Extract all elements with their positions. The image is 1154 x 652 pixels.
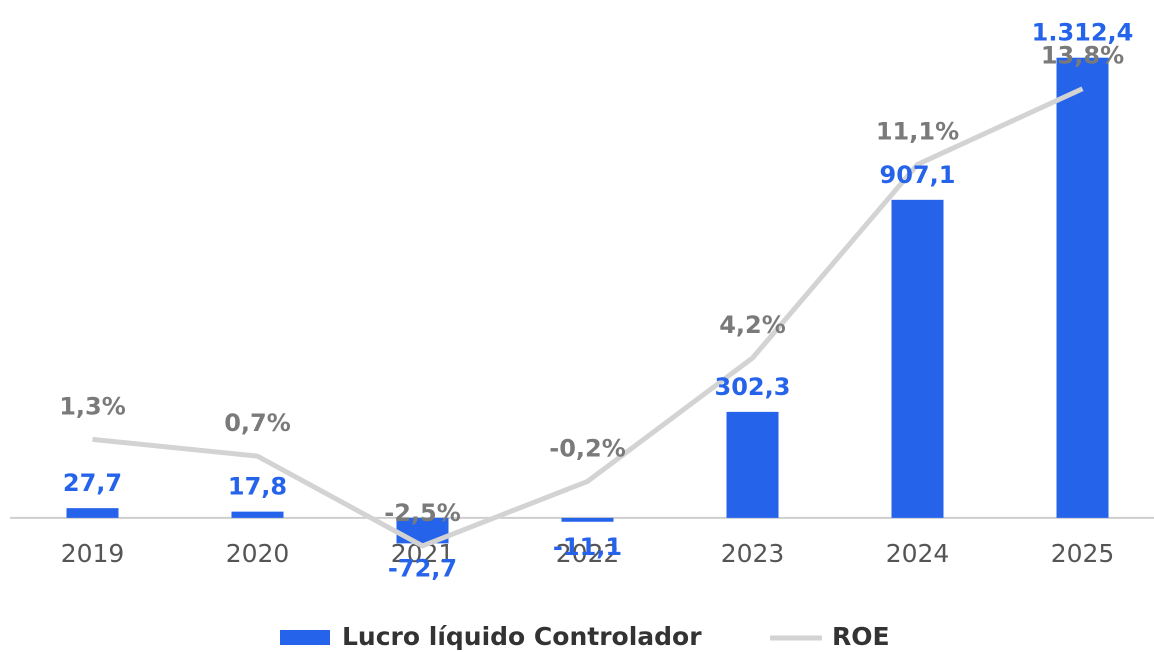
line-label: 1,3% [59,392,126,420]
x-tick-label: 2023 [721,539,785,568]
x-tick-label: 2019 [61,539,125,568]
x-tick-label: 2025 [1051,539,1115,568]
line-label: -2,5% [384,499,461,527]
x-tick-label: 2022 [556,539,620,568]
legend-swatch [280,630,330,645]
x-tick-label: 2024 [886,539,950,568]
bar [891,199,944,518]
bar [726,411,779,518]
bar [66,508,119,518]
line-label: 13,8% [1041,42,1124,70]
bar-label: -72,7 [388,554,457,582]
legend-label: ROE [832,622,890,651]
bar [231,511,284,518]
bar-label: -11,1 [553,533,622,561]
bar-label: 907,1 [880,161,956,189]
x-tick-label: 2020 [226,539,290,568]
bar-label: 1.312,4 [1032,19,1134,47]
line-label: 0,7% [224,409,291,437]
bar [561,517,614,522]
bar-label: 302,3 [715,373,791,401]
roe-line [92,86,1084,549]
line-label: -0,2% [549,434,626,462]
bar-label: 27,7 [63,469,122,497]
line-label: 11,1% [876,117,959,145]
bar [1056,57,1109,518]
legend-label: Lucro líquido Controlador [342,622,702,651]
line-label: 4,2% [719,311,786,339]
bar-label: 17,8 [228,473,287,501]
